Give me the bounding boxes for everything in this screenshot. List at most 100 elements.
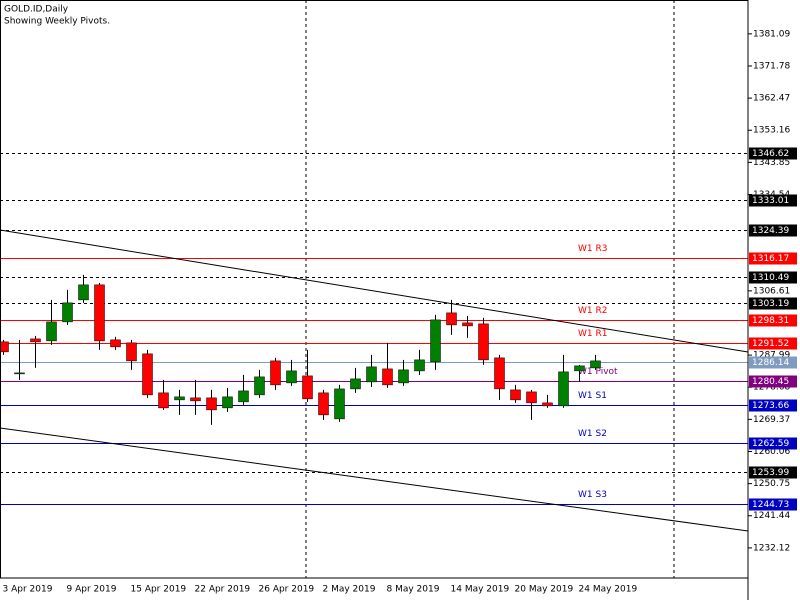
candle-body — [94, 284, 105, 342]
y-tick-label: 1343.85 — [753, 158, 790, 168]
candle-body — [526, 391, 537, 404]
candle-body — [590, 360, 601, 369]
candle-body — [542, 402, 553, 407]
candle-body — [0, 341, 9, 353]
level-box — [749, 147, 797, 160]
candle-body — [158, 392, 169, 409]
candle-body — [142, 353, 153, 396]
level-box — [749, 356, 797, 369]
y-tick-label: 1306.61 — [753, 286, 790, 296]
trend-line — [0, 229, 749, 353]
y-tick-label: 1232.12 — [753, 543, 790, 553]
candle-body — [574, 365, 585, 372]
pivot-label: W1 S3 — [578, 490, 607, 500]
level-box — [749, 437, 797, 450]
level-box — [749, 498, 797, 511]
level-label: 1298.31 — [752, 316, 789, 326]
candle-body — [190, 397, 201, 402]
x-tick-label: 26 Apr 2019 — [259, 585, 315, 595]
candle-body — [126, 342, 137, 362]
chart-title: GOLD.ID,Daily — [4, 5, 69, 15]
candle-body — [286, 370, 297, 384]
candle-body — [334, 388, 345, 420]
level-box — [749, 314, 797, 327]
candle-body — [494, 357, 505, 390]
level-label: 1310.49 — [752, 273, 789, 283]
level-label: 1333.01 — [752, 196, 789, 206]
y-tick-label: 1287.99 — [753, 351, 790, 361]
pivot-label: W1 S1 — [578, 391, 607, 401]
candle-body — [318, 392, 329, 416]
candle-body — [398, 369, 409, 384]
level-label: 1324.39 — [752, 226, 789, 236]
candle-body — [110, 339, 121, 348]
level-box — [749, 399, 797, 412]
x-tick-label: 2 May 2019 — [323, 585, 376, 595]
candle-body — [302, 375, 313, 400]
candle-body — [270, 360, 281, 386]
level-label: 1262.59 — [752, 439, 789, 449]
y-tick-label: 1241.44 — [753, 511, 790, 521]
y-tick-label: 1362.47 — [753, 94, 790, 104]
x-tick-label: 22 Apr 2019 — [195, 585, 251, 595]
candle-body — [446, 312, 457, 326]
level-box — [749, 194, 797, 207]
candle-body — [78, 284, 89, 301]
candle-body — [46, 321, 57, 342]
x-tick-label: 20 May 2019 — [515, 585, 574, 595]
level-box — [749, 252, 797, 265]
level-label: 1316.17 — [752, 254, 789, 264]
candle-body — [222, 396, 233, 409]
level-label: 1291.52 — [752, 339, 789, 349]
pivot-label: W1 S2 — [578, 429, 607, 439]
level-box — [749, 224, 797, 237]
candle-body — [30, 338, 41, 343]
x-tick-label: 14 May 2019 — [451, 585, 510, 595]
x-tick-label: 8 May 2019 — [387, 585, 440, 595]
candle-body — [382, 368, 393, 386]
x-tick-label: 24 May 2019 — [579, 585, 638, 595]
candle-body — [414, 359, 425, 372]
candle-body — [62, 302, 73, 323]
y-tick-label: 1250.75 — [753, 479, 790, 489]
candle-body — [478, 323, 489, 361]
chart-subtitle: Showing Weekly Pivots. — [4, 17, 110, 27]
candle-body — [430, 319, 441, 363]
y-tick-label: 1260.06 — [753, 447, 790, 457]
y-tick-label: 1371.78 — [753, 61, 790, 71]
level-label: 1303.19 — [752, 299, 789, 309]
candle-body — [350, 378, 361, 390]
y-tick-label: 1269.37 — [753, 415, 790, 425]
candle-body — [510, 389, 521, 401]
x-tick-label: 9 Apr 2019 — [67, 585, 117, 595]
level-label: 1253.99 — [752, 468, 789, 478]
pivot-label: W1 R3 — [578, 244, 607, 254]
candles — [0, 274, 601, 425]
candle-body — [206, 397, 217, 411]
level-box — [749, 375, 797, 388]
candle-body — [238, 390, 249, 403]
trend-line — [0, 427, 749, 532]
pivot-label: W1 R2 — [578, 306, 607, 316]
level-box — [749, 337, 797, 350]
level-box — [749, 271, 797, 284]
level-label: 1346.62 — [752, 149, 789, 159]
candle-body — [558, 371, 569, 407]
level-label: 1286.14 — [752, 358, 789, 368]
candle-body — [462, 322, 473, 327]
x-tick-label: 15 Apr 2019 — [131, 585, 187, 595]
level-label: 1280.45 — [752, 377, 789, 387]
candle-body — [14, 372, 25, 375]
y-axis: 1381.091371.781362.471353.161343.851334.… — [747, 0, 797, 600]
pivot-label: W1 R1 — [578, 329, 607, 339]
y-tick-label: 1278.68 — [753, 383, 790, 393]
y-tick-label: 1353.16 — [753, 126, 790, 136]
level-box — [749, 466, 797, 479]
candle-body — [174, 396, 185, 401]
level-box — [749, 297, 797, 310]
pivot-label: W1 Pivot — [578, 367, 618, 377]
levels: W1 R3 W1 R2 W1 R1 W1 Pivot W1 S1 W1 S2 W1 S3 — [0, 153, 748, 505]
